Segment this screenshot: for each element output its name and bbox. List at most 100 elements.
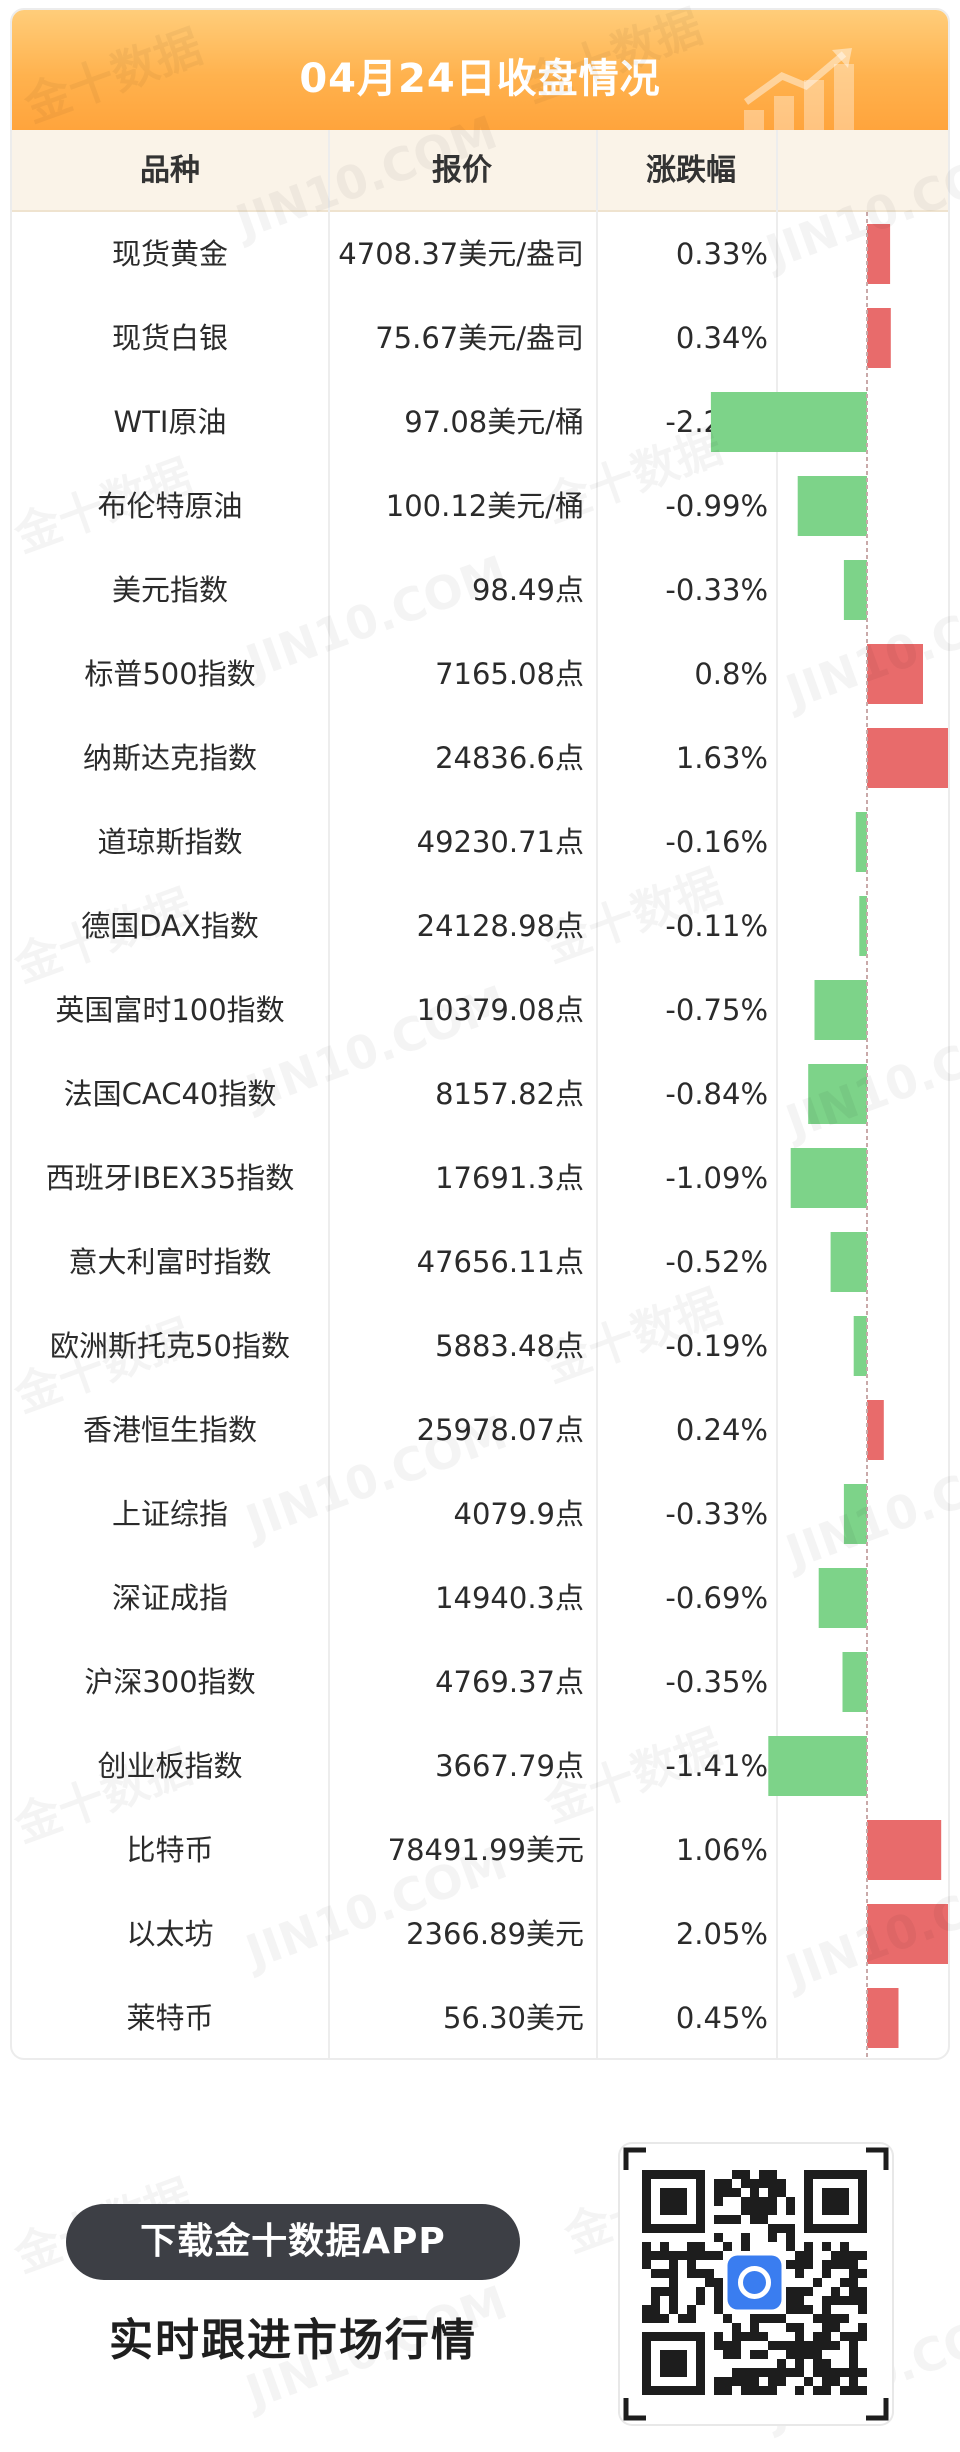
instrument-name: 德国DAX指数: [81, 909, 259, 943]
change-bar: [790, 1148, 867, 1208]
table-row: 比特币 78491.99美元 1.06%: [12, 1808, 948, 1892]
instrument-name: 法国CAC40指数: [63, 1077, 277, 1111]
table-row: 现货白银 75.67美元/盎司 0.34%: [12, 296, 948, 380]
instrument-name: 比特币: [126, 1833, 214, 1867]
table-row: 以太坊 2366.89美元 2.05%: [12, 1892, 948, 1976]
change-percent: -0.84%: [665, 1077, 768, 1111]
change-percent: 0.8%: [694, 657, 768, 691]
promo-subtitle: 实时跟进市场行情: [109, 2315, 477, 2366]
instrument-name: 布伦特原油: [97, 489, 243, 523]
table-row: 意大利富时指数 47656.11点 -0.52%: [12, 1220, 948, 1304]
change-bar: [867, 1988, 899, 2048]
column-divider: [328, 130, 330, 2058]
change-percent: 1.06%: [675, 1833, 768, 1867]
price-cell: 98.49点: [471, 573, 584, 607]
price-cell: 24836.6点: [435, 741, 584, 775]
table-row: 西班牙IBEX35指数 17691.3点 -1.09%: [12, 1136, 948, 1220]
price-cell: 3667.79点: [435, 1749, 584, 1783]
price-cell: 100.12美元/桶: [385, 489, 584, 523]
table-row: 香港恒生指数 25978.07点 0.24%: [12, 1388, 948, 1472]
change-bar: [859, 896, 867, 956]
change-bar: [818, 1568, 867, 1628]
instrument-name: 上证综指: [111, 1497, 228, 1531]
price-cell: 14940.3点: [435, 1581, 584, 1615]
table-row: 深证成指 14940.3点 -0.69%: [12, 1556, 948, 1640]
change-bar: [867, 728, 948, 788]
table-row: 道琼斯指数 49230.71点 -0.16%: [12, 800, 948, 884]
change-bar: [842, 1652, 867, 1712]
instrument-name: 意大利富时指数: [68, 1245, 272, 1279]
instrument-name: 香港恒生指数: [82, 1413, 257, 1447]
change-bar: [768, 1736, 867, 1796]
instrument-name: 以太坊: [126, 1917, 214, 1951]
change-bar: [830, 1232, 867, 1292]
app-logo-icon: [727, 2255, 782, 2310]
change-bar: [855, 812, 867, 872]
price-cell: 10379.08点: [416, 993, 584, 1027]
change-percent: 0.45%: [675, 2001, 768, 2035]
title-bar: [12, 10, 948, 146]
change-percent: -0.69%: [665, 1581, 768, 1615]
change-bar: [843, 560, 867, 620]
download-app-button[interactable]: 下载金十数据APP: [66, 2204, 520, 2280]
table-row: 创业板指数 3667.79点 -1.41%: [12, 1724, 948, 1808]
price-cell: 2366.89美元: [406, 1917, 584, 1951]
change-bar: [853, 1316, 867, 1376]
price-cell: 49230.71点: [416, 825, 584, 859]
change-bar: [867, 1904, 948, 1964]
price-cell: 4708.37美元/盎司: [338, 237, 584, 271]
price-cell: 8157.82点: [435, 1077, 584, 1111]
table-row: 沪深300指数 4769.37点 -0.35%: [12, 1640, 948, 1724]
instrument-name: 沪深300指数: [84, 1665, 256, 1699]
price-cell: 4769.37点: [435, 1665, 584, 1699]
price-cell: 47656.11点: [416, 1245, 584, 1279]
table-header: 品种 报价 涨跌幅: [12, 130, 948, 212]
qr-code: [620, 2144, 892, 2424]
instrument-name: 创业板指数: [97, 1749, 243, 1783]
price-cell: 4079.9点: [453, 1497, 584, 1531]
table-row: 法国CAC40指数 8157.82点 -0.84%: [12, 1052, 948, 1136]
instrument-name: WTI原油: [113, 405, 227, 439]
instrument-name: 英国富时100指数: [55, 993, 285, 1027]
instrument-name: 纳斯达克指数: [82, 741, 257, 775]
change-percent: -0.35%: [665, 1665, 768, 1699]
change-percent: 0.24%: [675, 1413, 768, 1447]
change-bar: [867, 1820, 942, 1880]
page-title: 04月24日收盘情况: [299, 56, 661, 102]
change-bar-chart: [710, 212, 948, 2058]
change-bar: [867, 1400, 884, 1460]
market-close-card: 04月24日收盘情况 品种 报价 涨跌幅 现货黄金 4708.37美元/盎司 0.3…: [10, 8, 950, 2060]
column-header-change: 涨跌幅: [646, 153, 736, 188]
change-percent: -0.19%: [665, 1329, 768, 1363]
instrument-name: 欧洲斯托克50指数: [50, 1329, 290, 1363]
price-cell: 24128.98点: [416, 909, 584, 943]
price-cell: 5883.48点: [435, 1329, 584, 1363]
change-percent: -0.99%: [665, 489, 768, 523]
change-percent: -0.16%: [665, 825, 768, 859]
instrument-name: 现货黄金: [111, 237, 228, 271]
instrument-name: 深证成指: [111, 1581, 228, 1615]
instrument-name: 美元指数: [111, 573, 228, 607]
table-row: 美元指数 98.49点 -0.33%: [12, 548, 948, 632]
table-row: 德国DAX指数 24128.98点 -0.11%: [12, 884, 948, 968]
instrument-name: 现货白银: [111, 321, 228, 355]
change-bar: [814, 980, 867, 1040]
price-cell: 25978.07点: [416, 1413, 584, 1447]
price-cell: 7165.08点: [435, 657, 584, 691]
column-divider: [596, 130, 598, 2058]
table-row: 欧洲斯托克50指数 5883.48点 -0.19%: [12, 1304, 948, 1388]
change-percent: -1.09%: [665, 1161, 768, 1195]
instrument-name: 西班牙IBEX35指数: [45, 1161, 295, 1195]
change-percent: -0.11%: [665, 909, 768, 943]
price-cell: 75.67美元/盎司: [375, 321, 584, 355]
change-bar: [867, 644, 923, 704]
change-bar: [797, 476, 867, 536]
price-cell: 17691.3点: [435, 1161, 584, 1195]
change-percent: -1.41%: [665, 1749, 768, 1783]
column-header-name: 品种: [140, 153, 200, 188]
table-row: 标普500指数 7165.08点 0.8%: [12, 632, 948, 716]
change-percent: 2.05%: [675, 1917, 768, 1951]
qr-code-graphic: [623, 2147, 889, 2421]
change-percent: -0.52%: [665, 1245, 768, 1279]
table-row: 纳斯达克指数 24836.6点 1.63%: [12, 716, 948, 800]
